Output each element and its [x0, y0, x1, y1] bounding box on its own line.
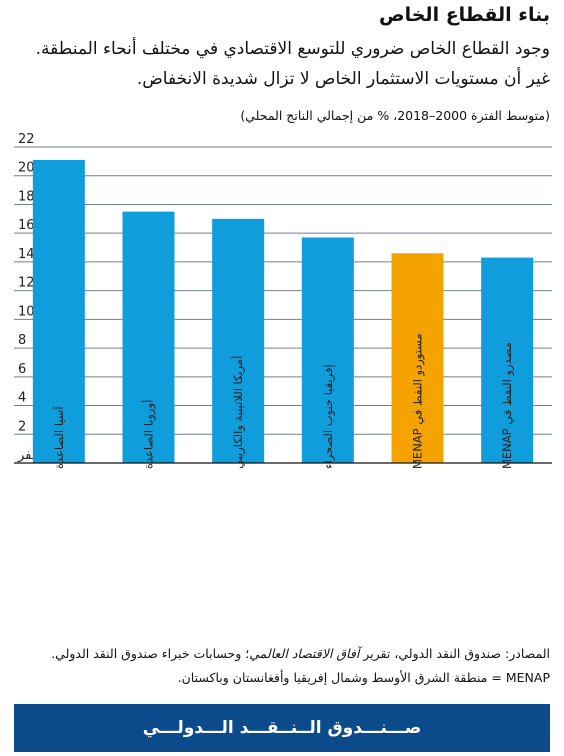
x-tick-label: أمريكا اللاتينية والكاريبي [230, 356, 246, 469]
x-tick-label: أوروبا الصاعدة [141, 400, 157, 469]
bar [301, 237, 354, 463]
y-tick-label: 10 [18, 304, 35, 319]
y-tick-label: 6 [18, 362, 26, 377]
y-tick-label: 20 [18, 161, 35, 176]
x-tick-label: مستوردو النفط في MENAP [411, 333, 426, 469]
bar [32, 159, 85, 463]
sources-suffix: ؛ وحسابات خبراء صندوق النقد الدولي. [51, 646, 250, 661]
y-tick-label: 4 [18, 391, 26, 406]
bar [391, 253, 444, 463]
bar [122, 211, 175, 463]
chart-subtitle: وجود القطاع الخاص ضروري للتوسع الاقتصادي… [35, 39, 550, 89]
y-tick-label: 12 [18, 276, 35, 291]
chart-title: بناء القطاع الخاص [379, 4, 550, 26]
y-tick-label: 22 [18, 132, 35, 147]
sources-prefix: المصادر: صندوق النقد الدولي، تقرير [359, 646, 550, 661]
unit-note: (متوسط الفترة 2000–2018، % من إجمالي الن… [240, 108, 550, 123]
x-tick-label: إفريقيا جنوب الصحراء [321, 364, 336, 469]
x-tick-label: آسيا الصاعدة [52, 406, 66, 469]
y-tick-label: 18 [18, 189, 35, 204]
y-tick-label: 14 [18, 247, 35, 262]
y-tick-label: 16 [18, 218, 35, 233]
bar [212, 218, 265, 463]
sources-line-2: MENAP = منطقة الشرق الأوسط وشمال إفريقيا… [177, 670, 550, 685]
footer-brand-text: صـــنـــدوق الــنــقـــد الـــدولـــي [142, 718, 422, 738]
y-tick-label: 2 [18, 419, 26, 434]
x-tick-label: مصدرو النفط في MENAP [500, 342, 515, 469]
y-tick-label: 8 [18, 333, 26, 348]
sources-line-1: المصادر: صندوق النقد الدولي، تقرير آفاق … [10, 642, 550, 666]
report-title: آفاق الاقتصاد العالمي [249, 646, 360, 661]
bar [481, 257, 534, 463]
sources-note: المصادر: صندوق النقد الدولي، تقرير آفاق … [10, 642, 550, 690]
footer-brand-bar: صـــنـــدوق الــنــقـــد الـــدولـــي [14, 704, 550, 752]
